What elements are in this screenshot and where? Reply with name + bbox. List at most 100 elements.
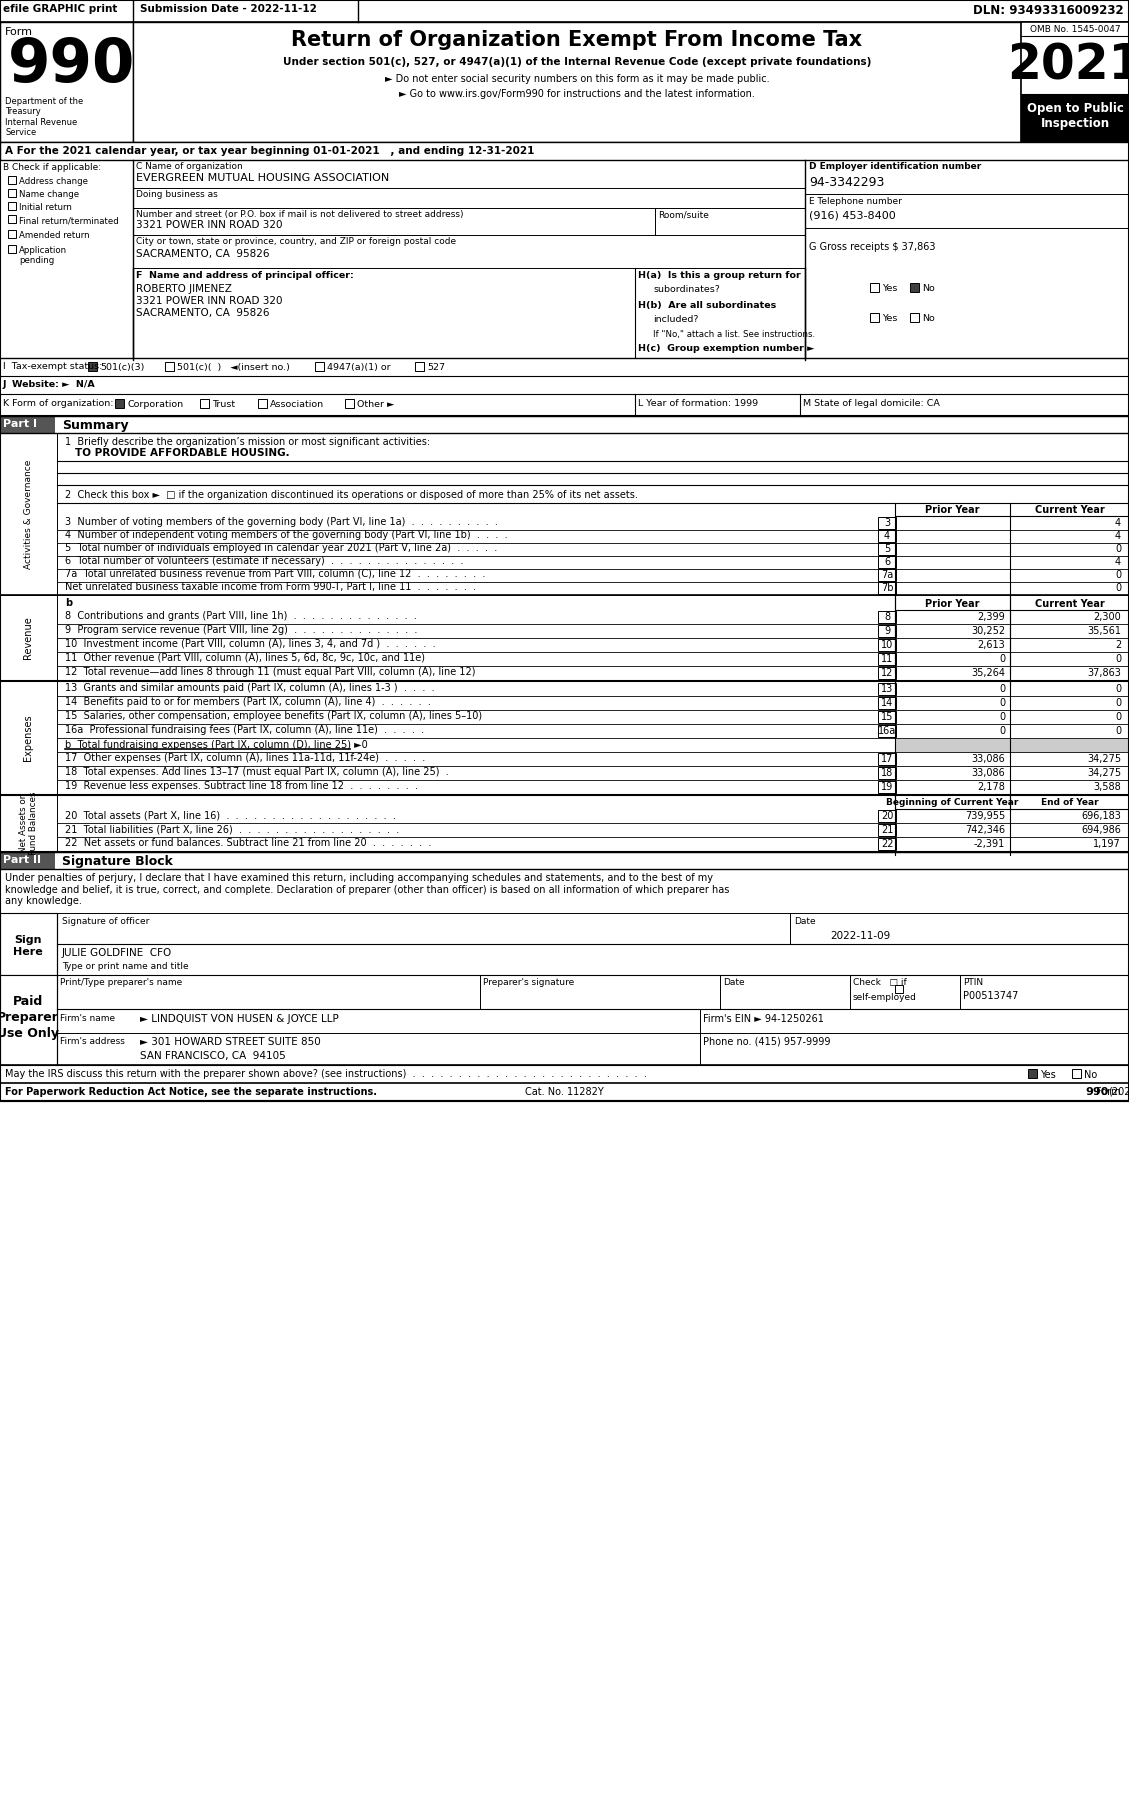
Text: Form: Form [1096, 1087, 1124, 1097]
Text: Net Assets or
Fund Balances: Net Assets or Fund Balances [19, 791, 38, 854]
Text: 3  Number of voting members of the governing body (Part VI, line 1a)  .  .  .  .: 3 Number of voting members of the govern… [65, 517, 498, 528]
Text: Paid: Paid [12, 996, 43, 1009]
Text: City or town, state or province, country, and ZIP or foreign postal code: City or town, state or province, country… [135, 238, 456, 247]
Bar [115, 399, 123, 408]
Text: SACRAMENTO, CA  95826: SACRAMENTO, CA 95826 [135, 308, 270, 317]
Text: 6  Total number of volunteers (estimate if necessary)  .  .  .  .  .  .  .  .  .: 6 Total number of volunteers (estimate i… [65, 557, 464, 566]
Text: Final return/terminated: Final return/terminated [19, 216, 119, 225]
Text: Return of Organization Exempt From Income Tax: Return of Organization Exempt From Incom… [291, 31, 863, 51]
Text: Doing business as: Doing business as [135, 190, 218, 200]
Text: 7a: 7a [881, 570, 893, 580]
Text: Firm's name: Firm's name [60, 1014, 115, 1023]
Text: E Telephone number: E Telephone number [809, 198, 902, 207]
Text: Submission Date - 2022-11-12: Submission Date - 2022-11-12 [140, 4, 317, 15]
Bar [870, 283, 879, 292]
Text: subordinates?: subordinates? [653, 285, 720, 294]
Text: Yes: Yes [882, 285, 898, 294]
Text: 15  Salaries, other compensation, employee benefits (Part IX, column (A), lines : 15 Salaries, other compensation, employe… [65, 711, 482, 720]
Text: Corporation: Corporation [126, 401, 183, 408]
Text: 7b: 7b [881, 582, 893, 593]
Text: 33,086: 33,086 [971, 755, 1005, 764]
Text: L Year of formation: 1999: L Year of formation: 1999 [638, 399, 759, 408]
Text: 501(c)(3): 501(c)(3) [100, 363, 145, 372]
Text: Current Year: Current Year [1034, 504, 1104, 515]
Text: 8: 8 [884, 611, 890, 622]
Bar [0, 595, 56, 680]
Text: 0: 0 [1114, 655, 1121, 664]
Bar [0, 0, 1129, 22]
Text: Other ►: Other ► [357, 401, 394, 408]
Text: J  Website: ►  N/A: J Website: ► N/A [3, 379, 96, 388]
Text: Association: Association [270, 401, 324, 408]
Text: 1  Briefly describe the organization’s mission or most significant activities:: 1 Briefly describe the organization’s mi… [65, 437, 430, 446]
Bar [878, 570, 896, 580]
Text: 2  Check this box ►  □ if the organization discontinued its operations or dispos: 2 Check this box ► □ if the organization… [65, 490, 638, 501]
Text: 4947(a)(1) or: 4947(a)(1) or [327, 363, 391, 372]
Bar [878, 542, 896, 555]
Text: Under penalties of perjury, I declare that I have examined this return, includin: Under penalties of perjury, I declare th… [5, 873, 729, 907]
Text: H(a)  Is this a group return for: H(a) Is this a group return for [638, 270, 800, 279]
Bar [878, 639, 896, 651]
Bar [0, 141, 1129, 160]
Text: 94-3342293: 94-3342293 [809, 176, 884, 189]
Text: OMB No. 1545-0047: OMB No. 1545-0047 [1030, 25, 1120, 34]
Text: H(b)  Are all subordinates: H(b) Are all subordinates [638, 301, 777, 310]
Text: For Paperwork Reduction Act Notice, see the separate instructions.: For Paperwork Reduction Act Notice, see … [5, 1087, 377, 1097]
Text: 2021: 2021 [1007, 42, 1129, 91]
Bar [415, 363, 425, 372]
Text: Prior Year: Prior Year [926, 504, 980, 515]
Text: 5: 5 [884, 544, 890, 553]
Bar [0, 912, 56, 974]
Text: K Form of organization:: K Form of organization: [3, 399, 114, 408]
Bar [115, 399, 124, 408]
Text: Under section 501(c), 527, or 4947(a)(1) of the Internal Revenue Code (except pr: Under section 501(c), 527, or 4947(a)(1)… [282, 56, 872, 67]
Text: Address change: Address change [19, 178, 88, 187]
Text: 739,955: 739,955 [965, 811, 1005, 822]
Text: H(c)  Group exemption number ►: H(c) Group exemption number ► [638, 345, 814, 354]
Text: End of Year: End of Year [1041, 798, 1099, 807]
Text: ► LINDQUIST VON HUSEN & JOYCE LLP: ► LINDQUIST VON HUSEN & JOYCE LLP [140, 1014, 339, 1023]
Bar [1021, 22, 1129, 141]
Text: Date: Date [794, 918, 815, 925]
Bar [878, 668, 896, 678]
Text: Trust: Trust [212, 401, 235, 408]
Bar [1073, 1068, 1080, 1078]
Bar [878, 626, 896, 637]
Bar [55, 853, 1129, 869]
Text: 13: 13 [881, 684, 893, 695]
Bar [895, 738, 1129, 753]
Text: 0: 0 [1114, 698, 1121, 707]
Text: 694,986: 694,986 [1082, 825, 1121, 834]
Text: 19: 19 [881, 782, 893, 793]
Bar [88, 363, 96, 370]
Text: Part II: Part II [3, 854, 41, 865]
Bar [895, 985, 903, 992]
Text: Current Year: Current Year [1034, 599, 1104, 610]
Bar [0, 22, 133, 141]
Text: M State of legal domicile: CA: M State of legal domicile: CA [803, 399, 939, 408]
Text: 3: 3 [884, 519, 890, 528]
Text: 0: 0 [999, 655, 1005, 664]
Text: ► 301 HOWARD STREET SUITE 850: ► 301 HOWARD STREET SUITE 850 [140, 1038, 321, 1047]
Text: 6: 6 [884, 557, 890, 568]
Text: Beginning of Current Year: Beginning of Current Year [886, 798, 1018, 807]
Bar [0, 434, 56, 595]
Text: 22: 22 [881, 840, 893, 849]
Text: 0: 0 [999, 698, 1005, 707]
Text: 16a: 16a [878, 726, 896, 736]
Text: 14  Benefits paid to or for members (Part IX, column (A), line 4)  .  .  .  .  .: 14 Benefits paid to or for members (Part… [65, 697, 431, 707]
Text: 4: 4 [1114, 557, 1121, 568]
Text: SACRAMENTO, CA  95826: SACRAMENTO, CA 95826 [135, 249, 270, 259]
Text: 33,086: 33,086 [971, 767, 1005, 778]
Text: 2: 2 [1114, 640, 1121, 649]
Text: Expenses: Expenses [24, 715, 34, 762]
Text: 527: 527 [427, 363, 445, 372]
Text: Preparer: Preparer [0, 1010, 59, 1023]
Text: 0: 0 [1114, 544, 1121, 553]
Bar [878, 684, 896, 695]
Text: 18  Total expenses. Add lines 13–17 (must equal Part IX, column (A), line 25)  .: 18 Total expenses. Add lines 13–17 (must… [65, 767, 448, 776]
Text: 1,197: 1,197 [1093, 840, 1121, 849]
Text: 17: 17 [881, 755, 893, 764]
Text: 3321 POWER INN ROAD 320: 3321 POWER INN ROAD 320 [135, 296, 282, 307]
Text: included?: included? [653, 316, 699, 325]
